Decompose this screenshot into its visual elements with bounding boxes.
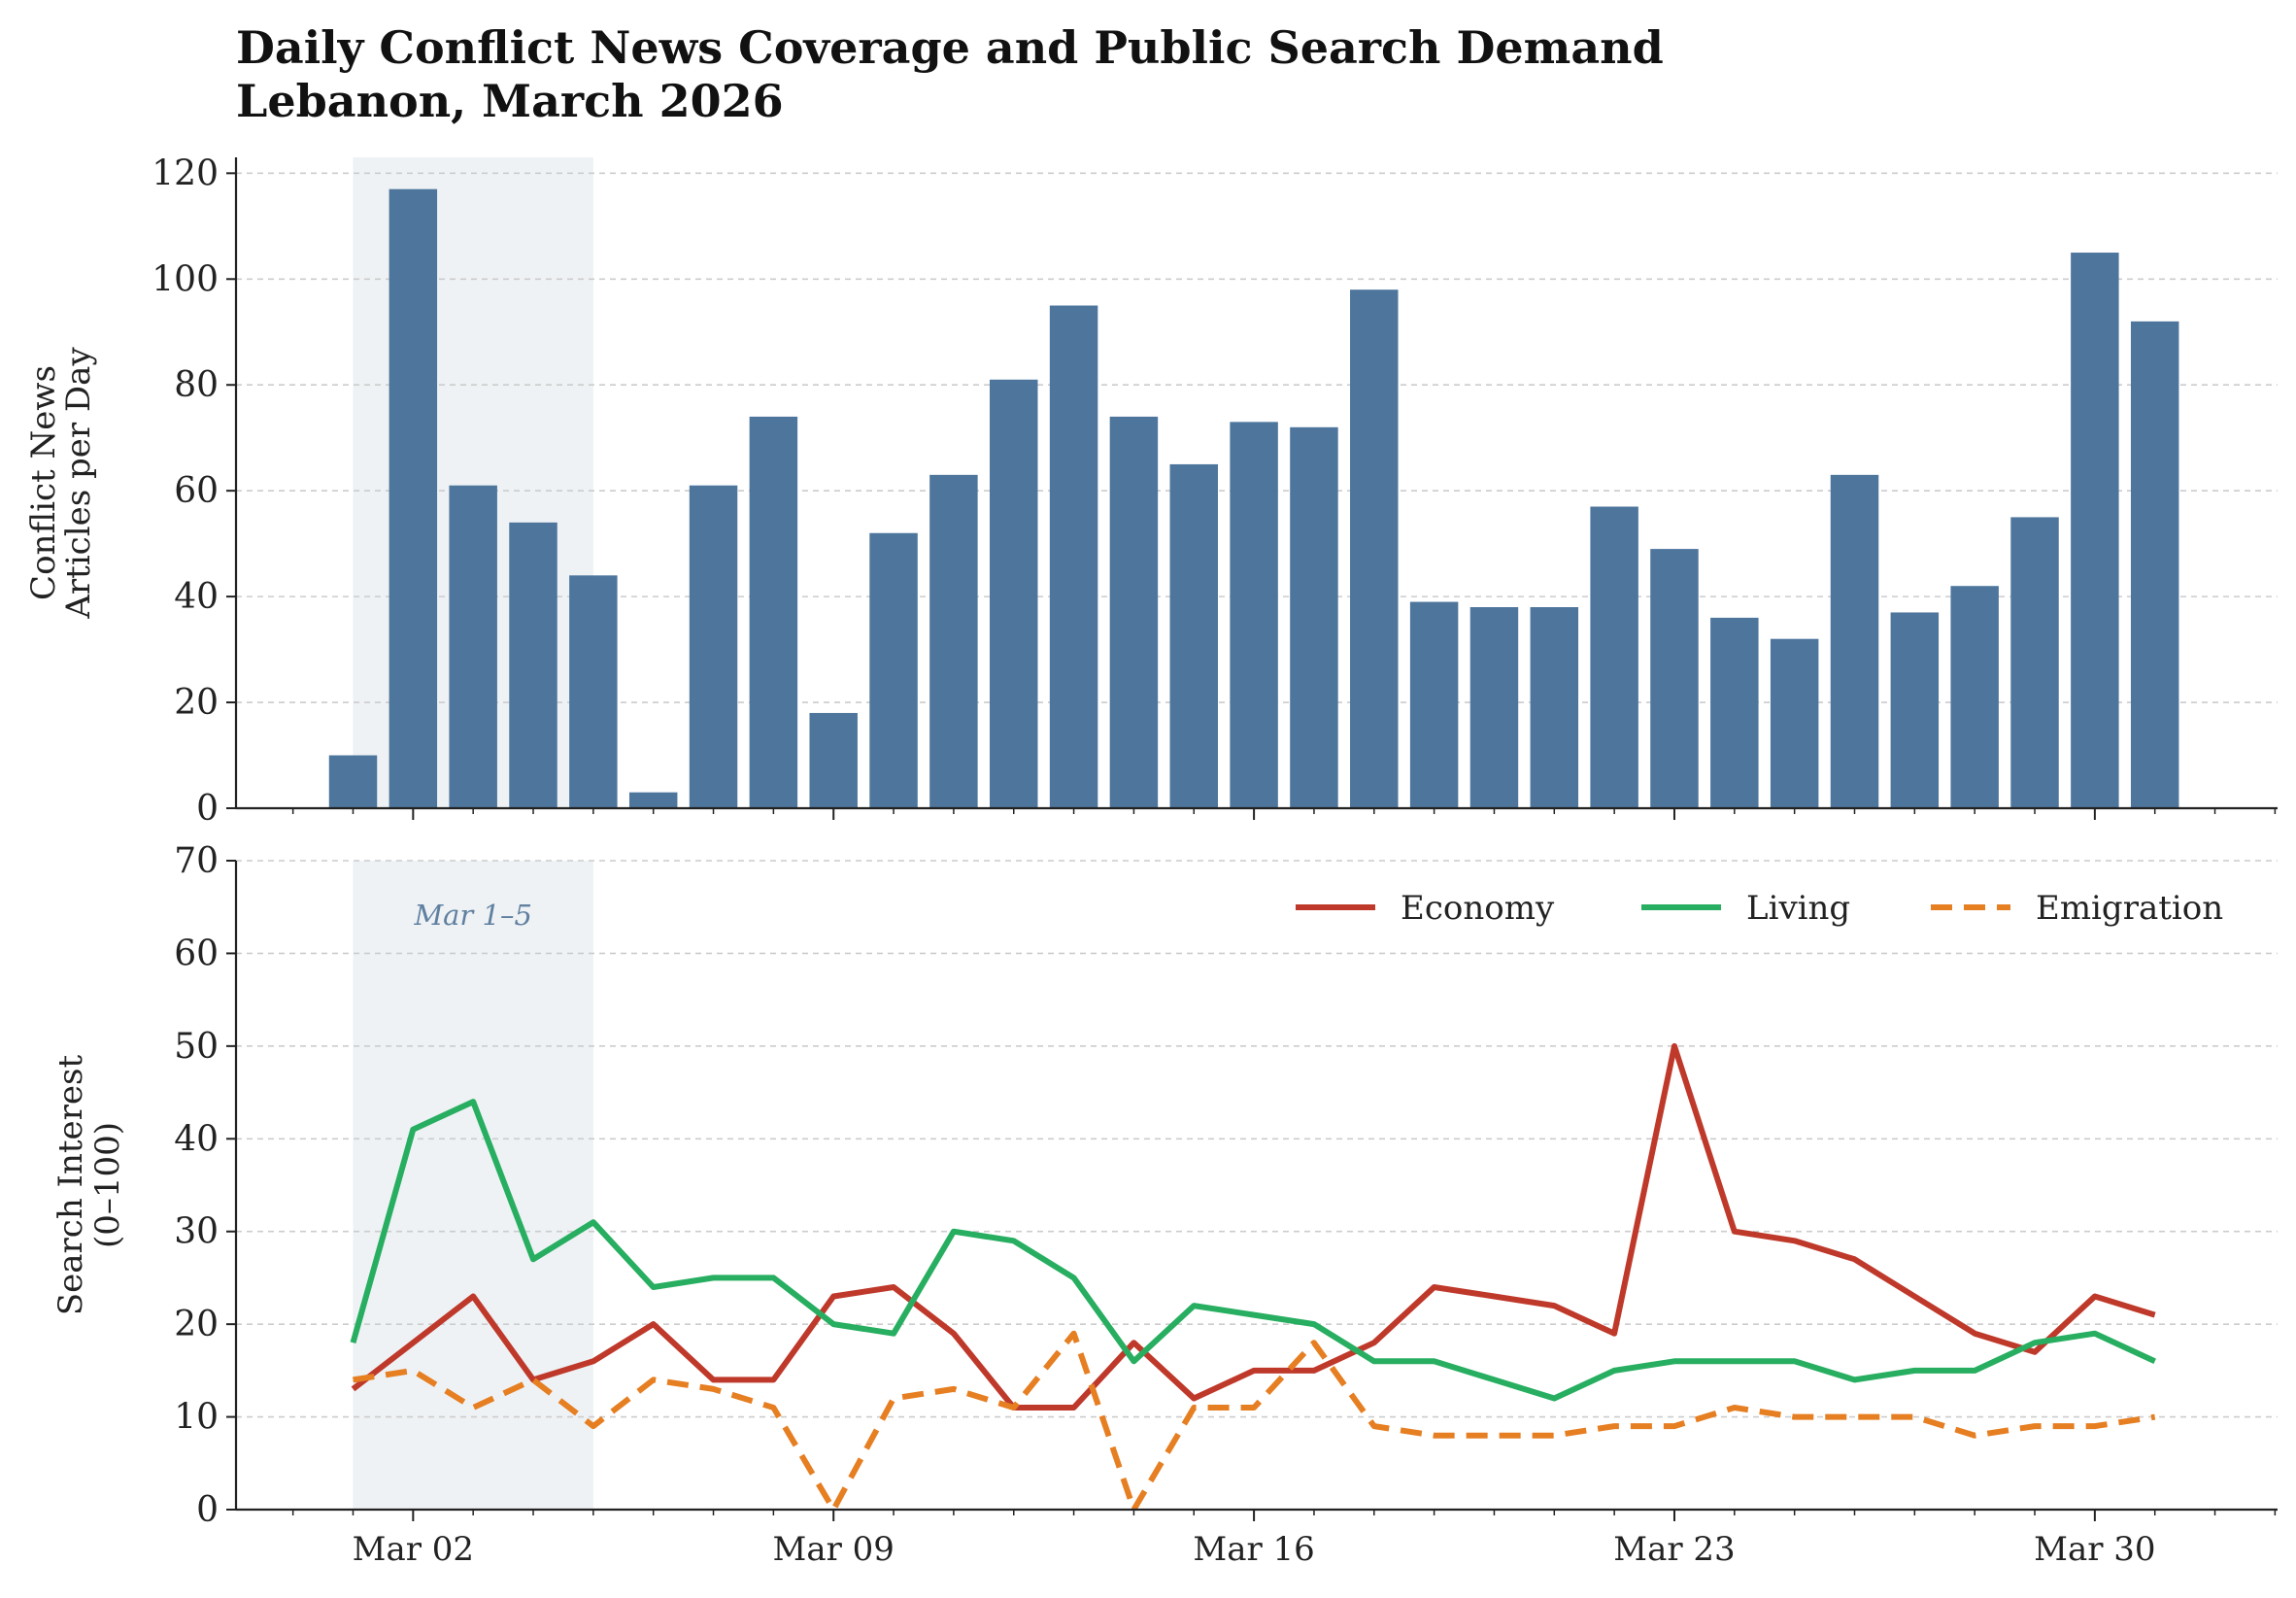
bar bbox=[929, 474, 978, 808]
bar bbox=[1650, 549, 1699, 808]
bar-panel: 0 20 40 60 80 100 120 Conflict NewsArticles per… bbox=[24, 153, 2278, 829]
bar bbox=[1350, 289, 1399, 809]
y-tick-label: 50 bbox=[174, 1027, 219, 1067]
bar bbox=[1890, 612, 1940, 808]
y-tick-label: 0 bbox=[196, 789, 219, 829]
y-axis-label-line: Articles per Day bbox=[59, 347, 98, 620]
y-tick-label: 30 bbox=[174, 1212, 219, 1252]
chart-title-line2: Lebanon, March 2026 bbox=[236, 75, 784, 127]
y-tick-label: 20 bbox=[174, 1305, 219, 1344]
y-axis-label: Search Interest(0–100) bbox=[51, 1055, 127, 1316]
legend-label-living: Living bbox=[1746, 889, 1850, 928]
bar bbox=[1950, 586, 1999, 808]
y-axis-label-line: Conflict News bbox=[24, 365, 63, 600]
y-tick-label: 80 bbox=[174, 365, 219, 405]
bar bbox=[1049, 305, 1098, 808]
bar bbox=[1710, 617, 1759, 808]
bar bbox=[2130, 321, 2179, 808]
x-tick-label: Mar 16 bbox=[1193, 1530, 1314, 1569]
bar bbox=[1770, 638, 1819, 808]
bar bbox=[1409, 601, 1459, 808]
chart-title-line1: Daily Conflict News Coverage and Public … bbox=[236, 21, 1664, 74]
series-line-emigration bbox=[353, 1330, 2156, 1513]
x-tick-label: Mar 02 bbox=[353, 1530, 474, 1569]
y-axis-label-line: Search Interest bbox=[51, 1055, 90, 1316]
bar bbox=[1469, 607, 1519, 808]
bar bbox=[2010, 517, 2059, 808]
y-tick-label: 100 bbox=[152, 259, 219, 299]
bar bbox=[1290, 426, 1338, 808]
y-tick-label: 20 bbox=[174, 683, 219, 723]
x-tick-label: Mar 30 bbox=[2034, 1530, 2155, 1569]
shaded-region bbox=[353, 861, 593, 1510]
bar bbox=[1230, 422, 1278, 808]
y-tick-label: 60 bbox=[174, 934, 219, 973]
y-tick-label: 0 bbox=[196, 1490, 219, 1530]
bar bbox=[689, 485, 738, 808]
bar bbox=[990, 379, 1038, 808]
legend-label-economy: Economy bbox=[1401, 889, 1555, 928]
bar bbox=[509, 522, 557, 808]
y-tick-label: 40 bbox=[174, 1119, 219, 1159]
y-tick-label: 60 bbox=[174, 471, 219, 511]
bar bbox=[449, 485, 497, 808]
bar bbox=[1109, 416, 1159, 808]
y-tick-label: 10 bbox=[174, 1398, 219, 1438]
y-tick-label: 70 bbox=[174, 841, 219, 881]
x-tick-label: Mar 23 bbox=[1613, 1530, 1735, 1569]
line-panel: 0 10 20 30 40 50 60 70 Mar 1–5 Mar 02 Mar 09 Mar 16… bbox=[51, 841, 2278, 1569]
y-tick-label: 40 bbox=[174, 577, 219, 617]
series-line-economy bbox=[351, 1042, 2156, 1411]
bar bbox=[569, 575, 618, 808]
bar bbox=[388, 188, 438, 808]
x-tick-label: Mar 09 bbox=[773, 1530, 895, 1569]
bar bbox=[2071, 253, 2119, 808]
shaded-annotation: Mar 1–5 bbox=[413, 899, 531, 932]
bar bbox=[1830, 474, 1879, 808]
series-line-living bbox=[350, 1099, 2156, 1402]
bar bbox=[628, 792, 678, 808]
y-axis-label-line: (0–100) bbox=[88, 1122, 127, 1248]
bar bbox=[1530, 607, 1579, 808]
bar bbox=[869, 532, 918, 808]
bar bbox=[749, 416, 798, 808]
bar bbox=[328, 755, 378, 808]
y-axis-label: Conflict NewsArticles per Day bbox=[24, 347, 98, 620]
bar bbox=[1169, 463, 1218, 808]
y-tick-label: 120 bbox=[152, 153, 219, 193]
legend-label-emigration: Emigration bbox=[2036, 889, 2223, 928]
bar bbox=[1590, 506, 1638, 808]
bar bbox=[809, 712, 858, 808]
legend: Economy Living Emigration bbox=[1296, 889, 2223, 928]
